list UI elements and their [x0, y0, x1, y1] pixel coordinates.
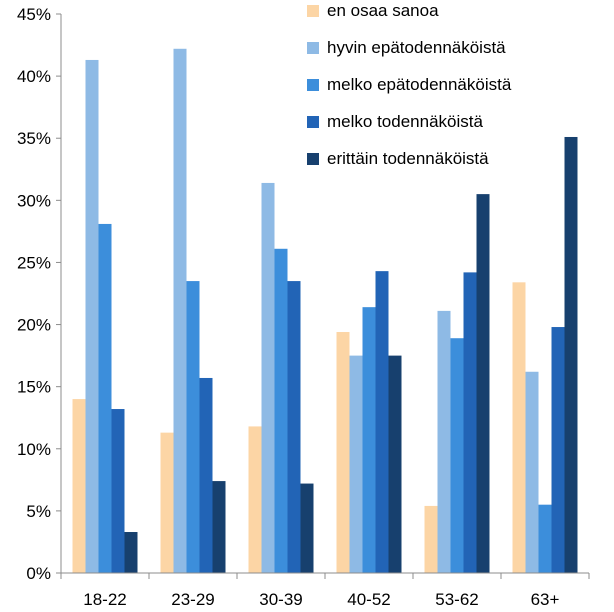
bar-63+-series-1 [512, 282, 526, 573]
x-tick-label-63+: 63+ [531, 590, 560, 609]
axes-layer: 0% 5% 10% 15% 20% 25% 30% 35% 40% 45% 18-22 23-29 30… [17, 5, 590, 609]
bar-30-39-series-1 [248, 426, 262, 573]
legend-label-5: erittäin todennäköistä [327, 149, 489, 168]
bar-40-52-series-2 [349, 355, 363, 573]
y-tick-label-5: 5% [26, 502, 51, 521]
bar-63+-series-2 [525, 371, 539, 573]
y-tick-label-30: 30% [17, 191, 51, 210]
bar-53-62-series-1 [424, 505, 438, 573]
y-tick-label-15: 15% [17, 378, 51, 397]
x-tick-label-30-39: 30-39 [259, 590, 302, 609]
bar-23-29-series-5 [212, 481, 226, 573]
bar-53-62-series-4 [463, 272, 477, 573]
legend-swatch-1 [307, 5, 319, 17]
bar-18-22-series-4 [111, 409, 125, 573]
legend-label-4: melko todennäköistä [327, 112, 483, 131]
y-tick-label-25: 25% [17, 253, 51, 272]
bar-30-39-series-2 [261, 182, 275, 573]
bar-30-39-series-4 [287, 281, 301, 573]
y-tick-label-40: 40% [17, 67, 51, 86]
legend: en osaa sanoa hyvin epätodennäköistä melko… [301, 0, 546, 189]
bar-23-29-series-4 [199, 377, 213, 573]
legend-swatch-3 [307, 79, 319, 91]
bar-53-62-series-3 [450, 338, 464, 573]
bar-30-39-series-3 [274, 248, 288, 573]
bar-40-52-series-3 [362, 307, 376, 573]
bar-18-22-series-3 [98, 223, 112, 573]
bars-layer [72, 48, 578, 574]
bar-18-22-series-5 [124, 532, 138, 573]
legend-label-1: en osaa sanoa [327, 1, 439, 20]
legend-label-3: melko epätodennäköistä [327, 75, 512, 94]
x-tick-label-53-62: 53-62 [435, 590, 478, 609]
bar-23-29-series-3 [186, 281, 200, 573]
legend-background [301, 0, 546, 189]
legend-swatch-4 [307, 116, 319, 128]
bar-23-29-series-2 [173, 48, 187, 573]
bar-53-62-series-2 [437, 310, 451, 573]
x-tick-label-40-52: 40-52 [347, 590, 390, 609]
x-tick-label-18-22: 18-22 [83, 590, 126, 609]
bar-63+-series-3 [538, 504, 552, 573]
bar-63+-series-5 [564, 136, 578, 574]
bar-40-52-series-4 [375, 271, 389, 573]
bar-40-52-series-1 [336, 332, 350, 573]
bar-30-39-series-5 [300, 483, 314, 573]
y-tick-label-0: 0% [26, 564, 51, 583]
bar-53-62-series-5 [476, 194, 490, 573]
y-tick-label-20: 20% [17, 316, 51, 335]
legend-swatch-2 [307, 42, 319, 54]
legend-swatch-5 [307, 153, 319, 165]
legend-label-2: hyvin epätodennäköistä [327, 38, 506, 57]
bar-18-22-series-2 [85, 59, 99, 573]
bar-18-22-series-1 [72, 399, 86, 573]
y-tick-label-45: 45% [17, 5, 51, 24]
x-tick-label-23-29: 23-29 [171, 590, 214, 609]
y-tick-label-10: 10% [17, 440, 51, 459]
y-tick-label-35: 35% [17, 129, 51, 148]
bar-40-52-series-5 [388, 355, 402, 573]
bar-63+-series-4 [551, 327, 565, 573]
bar-23-29-series-1 [160, 432, 174, 573]
